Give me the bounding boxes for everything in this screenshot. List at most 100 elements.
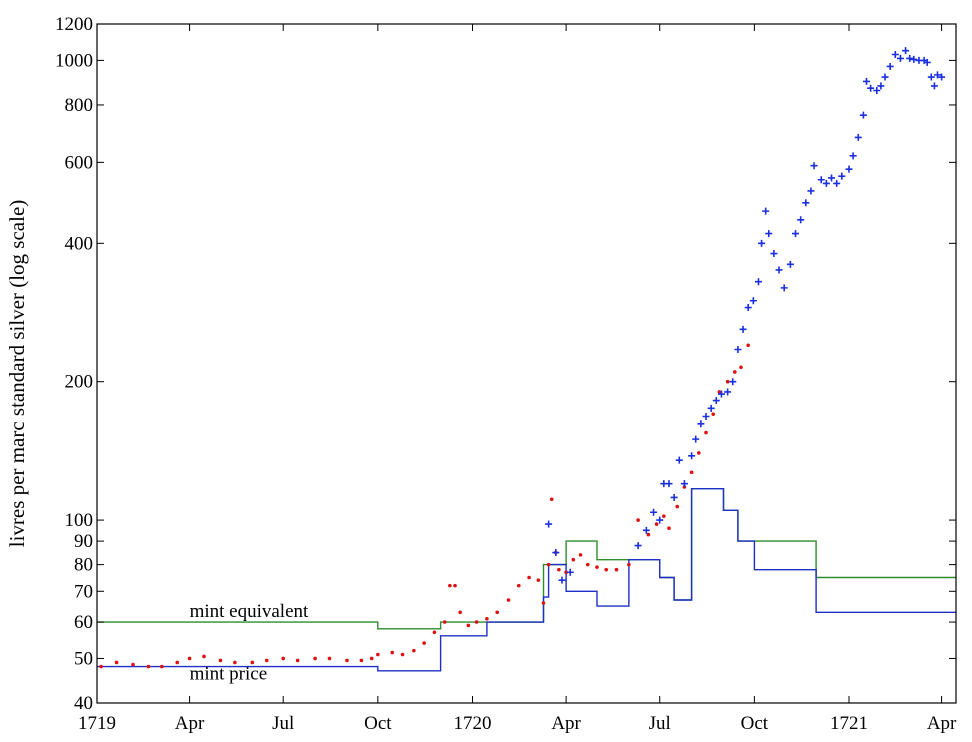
- series-dots: [99, 343, 750, 669]
- data-point: [786, 260, 794, 268]
- data-point: [634, 542, 642, 550]
- annotation-mint-equivalent: mint equivalent: [190, 601, 309, 622]
- y-tick-label: 200: [65, 372, 94, 393]
- data-point: [717, 390, 725, 398]
- data-point: [541, 601, 546, 605]
- x-tick-label: Apr: [927, 713, 957, 734]
- data-point: [99, 664, 103, 669]
- data-point: [571, 557, 576, 562]
- data-point: [927, 73, 935, 81]
- y-axis-title: livres per marc standard silver (log sca…: [5, 200, 29, 548]
- data-point: [729, 378, 737, 386]
- x-axis: 1719 Apr Jul Oct 1720 Apr Jul Oct 1721 Apr: [78, 24, 957, 734]
- data-point: [506, 598, 511, 602]
- data-point: [578, 553, 583, 557]
- y-tick-label: 400: [65, 233, 94, 254]
- data-point: [688, 452, 696, 460]
- data-point: [859, 111, 867, 119]
- data-point: [822, 179, 830, 187]
- data-point: [359, 658, 364, 663]
- data-point: [400, 652, 405, 657]
- data-point: [817, 176, 825, 184]
- x-tick-label: Apr: [175, 713, 205, 734]
- data-point: [281, 656, 286, 661]
- data-point: [536, 578, 541, 582]
- data-point: [442, 620, 447, 624]
- data-point: [854, 133, 862, 141]
- data-point: [930, 82, 938, 90]
- data-point: [712, 397, 720, 405]
- data-point: [187, 656, 192, 661]
- x-tick-label: 1721: [830, 713, 868, 734]
- data-point: [131, 662, 135, 667]
- data-point: [376, 652, 380, 657]
- data-point: [873, 87, 881, 95]
- data-point: [466, 623, 471, 628]
- y-tick-label: 50: [74, 648, 93, 669]
- y-tick-label: 70: [74, 581, 93, 602]
- y-tick-label: 1000: [55, 50, 93, 71]
- data-point: [160, 664, 164, 669]
- data-point: [675, 504, 680, 509]
- data-point: [654, 522, 659, 526]
- data-point: [327, 656, 332, 661]
- y-tick-label: 600: [65, 152, 94, 173]
- x-tick-label: Jul: [649, 713, 671, 734]
- data-point: [734, 346, 742, 354]
- data-point: [422, 641, 426, 645]
- data-point: [295, 658, 300, 663]
- data-point: [849, 152, 857, 160]
- data-point: [667, 526, 671, 531]
- data-point: [557, 567, 561, 572]
- data-point: [862, 77, 870, 85]
- data-point: [636, 518, 640, 522]
- data-point: [770, 250, 778, 258]
- x-tick-label: Oct: [364, 713, 392, 734]
- data-point: [758, 239, 766, 247]
- data-point: [458, 610, 462, 615]
- data-point: [642, 526, 650, 534]
- data-point: [558, 576, 566, 584]
- data-point: [233, 660, 237, 665]
- data-point: [702, 413, 710, 421]
- data-point: [697, 420, 705, 428]
- data-point: [369, 656, 374, 661]
- data-point: [680, 480, 688, 488]
- data-point: [896, 54, 904, 62]
- data-point: [807, 187, 815, 195]
- y-tick-label: 100: [65, 510, 94, 531]
- data-point: [838, 172, 846, 180]
- data-point: [704, 430, 708, 435]
- annotation-layer: mint equivalent mint price: [190, 601, 309, 684]
- data-point: [689, 470, 694, 475]
- data-point: [797, 216, 805, 224]
- data-point: [938, 73, 946, 81]
- data-point: [933, 71, 941, 79]
- x-tick-label: 1720: [453, 713, 491, 734]
- data-point: [552, 549, 560, 557]
- data-point: [595, 565, 599, 569]
- data-point: [746, 343, 750, 348]
- data-point: [923, 58, 931, 66]
- data-point: [646, 532, 651, 537]
- data-point: [527, 575, 531, 580]
- data-point: [828, 174, 836, 182]
- data-point: [662, 514, 666, 518]
- data-point: [754, 278, 762, 286]
- data-point: [474, 620, 479, 624]
- data-point: [775, 266, 783, 274]
- data-point: [656, 516, 664, 524]
- x-tick-label: Oct: [741, 713, 769, 734]
- data-point: [739, 325, 747, 333]
- data-point: [604, 567, 609, 572]
- data-point: [845, 165, 853, 173]
- data-point: [891, 50, 899, 58]
- data-point: [910, 55, 918, 63]
- data-point: [717, 390, 722, 394]
- data-point: [453, 583, 457, 588]
- data-point: [697, 451, 701, 455]
- data-point: [765, 230, 773, 238]
- data-point: [264, 658, 269, 663]
